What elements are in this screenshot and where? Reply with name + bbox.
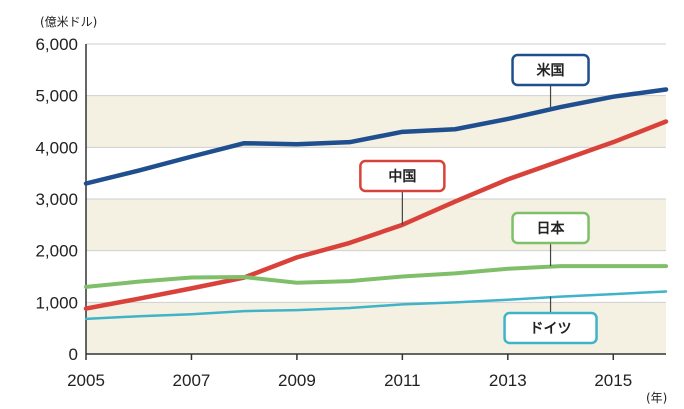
series-line-4 xyxy=(84,290,668,321)
x-axis-unit-label: (年) xyxy=(646,391,667,405)
series-label-box xyxy=(511,211,590,245)
series-line-3 xyxy=(84,264,668,289)
y-tick-label: 6,000 xyxy=(35,35,78,54)
y-tick-label: 5,000 xyxy=(35,87,78,106)
x-tick-label: 2009 xyxy=(278,371,316,390)
y-tick-label: 2,000 xyxy=(35,242,78,261)
series-line-2 xyxy=(83,119,669,311)
x-tick-label: 2007 xyxy=(173,371,211,390)
y-tick-label: 3,000 xyxy=(35,190,78,209)
series-label: 米国 xyxy=(537,62,565,79)
series-label-box xyxy=(511,53,590,87)
series-label-box xyxy=(503,311,598,345)
x-tick-label: 2015 xyxy=(594,371,632,390)
x-tick-label: 2013 xyxy=(489,371,527,390)
series-line-1 xyxy=(83,87,669,186)
x-tick-label: 2005 xyxy=(67,371,105,390)
y-tick-label: 4,000 xyxy=(35,138,78,157)
series-label: 中国 xyxy=(388,168,416,185)
series-label: 日本 xyxy=(537,220,566,237)
y-tick-label: 0 xyxy=(69,345,78,364)
series-label-box xyxy=(359,159,446,193)
x-tick-label: 2011 xyxy=(384,371,421,390)
y-axis-unit-label: (億米ドル) xyxy=(40,15,97,29)
y-tick-label: 1,000 xyxy=(35,293,78,312)
series-label: ドイツ xyxy=(530,321,572,337)
